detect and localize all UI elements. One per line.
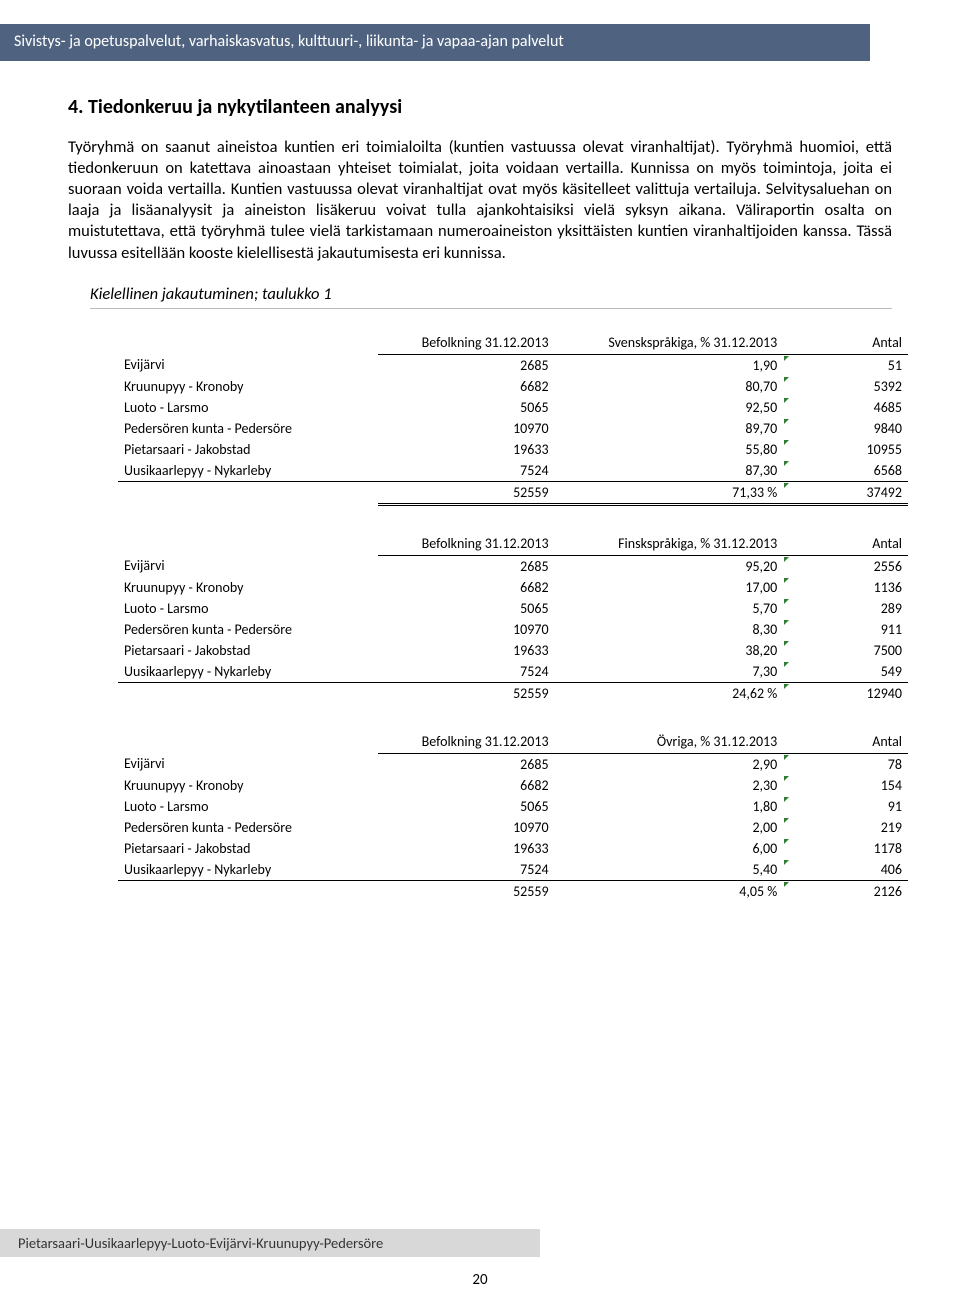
header-underline — [0, 59, 870, 61]
col-header-ov: Övriga, % 31.12.2013 — [555, 730, 784, 754]
table-row: Luoto - Larsmo506592,504685 — [118, 397, 908, 418]
table-ovriga: Befolkning 31.12.2013 Övriga, % 31.12.20… — [118, 730, 908, 902]
table-row: Pedersören kunta - Pedersöre1097089,7098… — [118, 418, 908, 439]
col-header-antal: Antal — [783, 730, 908, 754]
table-totals: 5255971,33 %37492 — [118, 481, 908, 504]
table-row: Pietarsaari - Jakobstad1963355,8010955 — [118, 439, 908, 460]
table-row: Kruunupyy - Kronoby668280,705392 — [118, 376, 908, 397]
page-number: 20 — [0, 1271, 960, 1289]
col-header-antal: Antal — [783, 331, 908, 355]
section-title: 4. Tiedonkeruu ja nykytilanteen analyysi — [68, 95, 892, 119]
table-row: Kruunupyy - Kronoby668217,001136 — [118, 577, 908, 598]
table-caption: Kielellinen jakautuminen; taulukko 1 — [90, 284, 892, 304]
table-row: Pietarsaari - Jakobstad196336,001178 — [118, 838, 908, 859]
caption-rule — [90, 308, 892, 309]
table-row: Luoto - Larsmo50655,70289 — [118, 598, 908, 619]
col-header-fi: Finskspråkiga, % 31.12.2013 — [555, 532, 784, 556]
col-header-pop: Befolkning 31.12.2013 — [378, 730, 555, 754]
page-header: Sivistys- ja opetuspalvelut, varhaiskasv… — [0, 24, 870, 59]
table-row: Pedersören kunta - Pedersöre109702,00219 — [118, 817, 908, 838]
table-row: Uusikaarlepyy - Nykarleby752487,306568 — [118, 460, 908, 482]
col-header-pop: Befolkning 31.12.2013 — [378, 331, 555, 355]
table-row: Luoto - Larsmo50651,8091 — [118, 796, 908, 817]
table-finsk: Befolkning 31.12.2013 Finskspråkiga, % 3… — [118, 532, 908, 704]
body-paragraph: Työryhmä on saanut aineistoa kuntien eri… — [68, 137, 892, 264]
col-header-pop: Befolkning 31.12.2013 — [378, 532, 555, 556]
table-row: Pedersören kunta - Pedersöre109708,30911 — [118, 619, 908, 640]
table-row: Pietarsaari - Jakobstad1963338,207500 — [118, 640, 908, 661]
table-row: Uusikaarlepyy - Nykarleby75245,40406 — [118, 859, 908, 881]
col-header-sv: Svenskspråkiga, % 31.12.2013 — [555, 331, 784, 355]
page-footer: Pietarsaari-Uusikaarlepyy-Luoto-Evijärvi… — [0, 1229, 540, 1257]
table-row: Evijärvi26852,9078 — [118, 753, 908, 775]
table-totals: 525594,05 %2126 — [118, 880, 908, 902]
table-totals: 5255924,62 %12940 — [118, 682, 908, 704]
table-row: Uusikaarlepyy - Nykarleby75247,30549 — [118, 661, 908, 683]
table-row: Evijärvi26851,9051 — [118, 354, 908, 376]
table-row: Evijärvi268595,202556 — [118, 555, 908, 577]
table-svensk: Befolkning 31.12.2013 Svenskspråkiga, % … — [118, 331, 908, 506]
table-row: Kruunupyy - Kronoby66822,30154 — [118, 775, 908, 796]
col-header-antal: Antal — [783, 532, 908, 556]
